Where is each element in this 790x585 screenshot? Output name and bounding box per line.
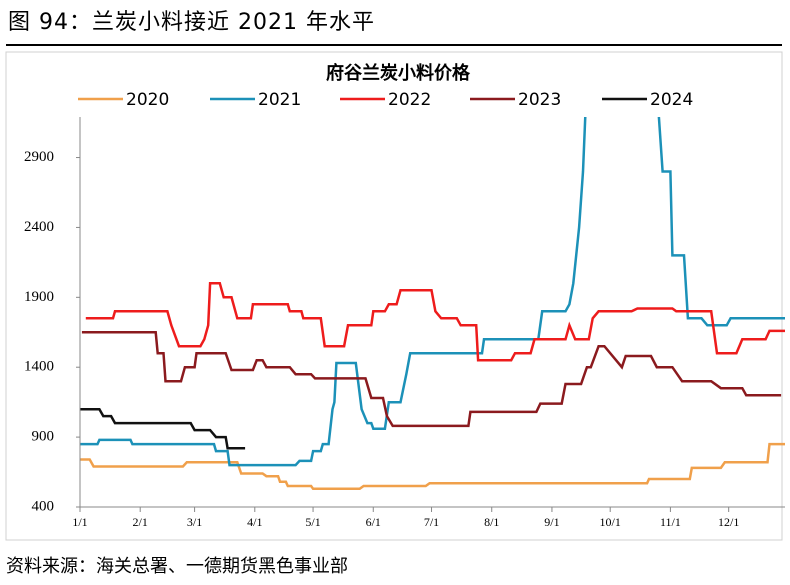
x-tick-label: 10/1 xyxy=(600,515,621,529)
x-tick-label: 1/1 xyxy=(72,515,87,529)
y-tick-label: 2900 xyxy=(24,149,54,165)
x-tick-label: 8/1 xyxy=(484,515,499,529)
y-tick-label: 400 xyxy=(32,498,55,514)
series-line xyxy=(81,331,782,428)
x-tick-label: 7/1 xyxy=(424,515,439,529)
x-tick-label: 4/1 xyxy=(247,515,262,529)
series-line xyxy=(80,407,246,450)
y-tick-label: 2400 xyxy=(24,219,54,235)
x-tick-label: 11/1 xyxy=(660,515,681,529)
legend-label: 2021 xyxy=(258,90,301,110)
x-tick-label: 12/1 xyxy=(718,515,739,529)
series-line xyxy=(85,282,785,362)
series-line xyxy=(80,117,785,467)
x-tick-label: 2/1 xyxy=(133,515,148,529)
y-tick-label: 1900 xyxy=(24,289,54,305)
x-tick-label: 9/1 xyxy=(544,515,559,529)
y-tick-label: 900 xyxy=(32,429,55,445)
legend-label: 2023 xyxy=(518,90,561,110)
chart-title: 府谷兰炭小料价格 xyxy=(326,62,471,84)
x-tick-label: 3/1 xyxy=(187,515,202,529)
chart-frame xyxy=(5,51,783,541)
legend-label: 2020 xyxy=(126,90,169,110)
source-note: 资料来源：海关总署、一德期货黑色事业部 xyxy=(6,556,348,577)
legend-label: 2022 xyxy=(388,90,431,110)
series-line xyxy=(80,442,785,491)
plot-area xyxy=(80,117,785,491)
y-tick-label: 1400 xyxy=(24,359,54,375)
legend-label: 2024 xyxy=(650,90,693,110)
x-tick-label: 6/1 xyxy=(366,515,381,529)
figure-title: 图 94：兰炭小料接近 2021 年水平 xyxy=(8,10,375,35)
x-tick-label: 5/1 xyxy=(305,515,320,529)
